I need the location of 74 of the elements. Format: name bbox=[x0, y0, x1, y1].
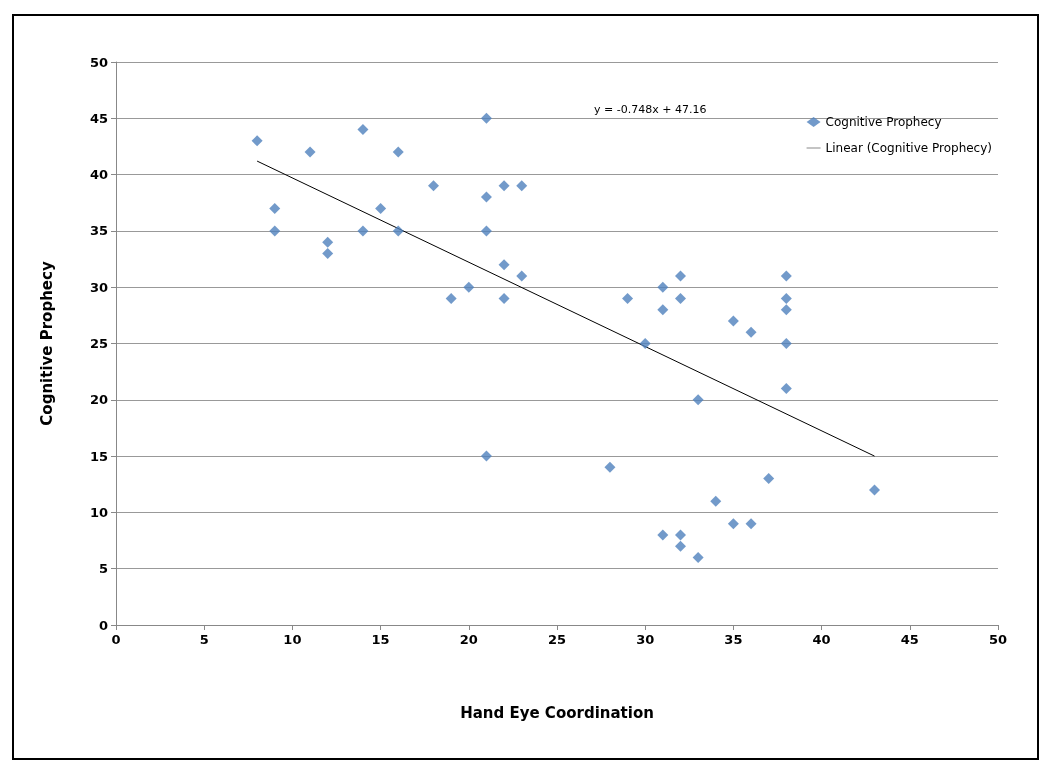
y-tick-label: 45 bbox=[89, 110, 108, 126]
point bbox=[480, 225, 492, 237]
point bbox=[445, 292, 457, 304]
y-tick-label: 5 bbox=[98, 561, 108, 577]
point bbox=[516, 180, 528, 192]
point bbox=[692, 394, 704, 406]
x-axis-title: Hand Eye Coordination bbox=[460, 703, 654, 722]
point bbox=[763, 473, 775, 485]
y-tick-label: 50 bbox=[89, 54, 108, 70]
point bbox=[516, 270, 528, 282]
point bbox=[480, 191, 492, 203]
point bbox=[674, 270, 686, 282]
point bbox=[780, 304, 792, 316]
point bbox=[674, 540, 686, 552]
point bbox=[392, 225, 404, 237]
point bbox=[727, 315, 739, 327]
y-tick-label: 35 bbox=[89, 223, 108, 239]
x-tick-label: 0 bbox=[111, 632, 121, 647]
point bbox=[745, 326, 757, 338]
y-tick-label: 10 bbox=[89, 504, 108, 520]
y-tick-label: 0 bbox=[98, 617, 108, 633]
y-tick-label: 30 bbox=[89, 279, 108, 295]
point bbox=[674, 529, 686, 541]
point bbox=[657, 281, 669, 293]
point bbox=[622, 292, 634, 304]
x-tick-label: 30 bbox=[636, 632, 655, 647]
x-tick-label: 15 bbox=[371, 632, 390, 647]
point bbox=[674, 292, 686, 304]
point bbox=[269, 202, 281, 214]
point bbox=[780, 270, 792, 282]
point bbox=[498, 292, 510, 304]
point bbox=[304, 146, 316, 158]
point bbox=[269, 225, 281, 237]
y-tick-label: 20 bbox=[89, 392, 108, 408]
point bbox=[375, 202, 387, 214]
y-tick-label: 40 bbox=[89, 167, 108, 183]
x-tick-label: 10 bbox=[283, 632, 302, 647]
point bbox=[322, 247, 334, 259]
point bbox=[657, 304, 669, 316]
point bbox=[480, 450, 492, 462]
point bbox=[357, 124, 369, 136]
point bbox=[463, 281, 475, 293]
x-tick-label: 50 bbox=[988, 632, 1008, 647]
point bbox=[657, 529, 669, 541]
point bbox=[498, 180, 510, 192]
legend-label: Cognitive Prophecy bbox=[825, 115, 942, 129]
point bbox=[639, 338, 651, 349]
x-tick-label: 40 bbox=[812, 632, 831, 647]
y-axis-title: Cognitive Prophecy bbox=[37, 261, 56, 426]
x-tick-label: 5 bbox=[199, 632, 209, 647]
point bbox=[604, 461, 616, 473]
legend-label: Linear (Cognitive Prophecy) bbox=[825, 141, 993, 155]
x-tick-label: 35 bbox=[724, 632, 743, 647]
point bbox=[780, 338, 792, 349]
x-tick-label: 25 bbox=[547, 632, 567, 647]
point bbox=[322, 236, 334, 248]
point bbox=[498, 259, 510, 271]
point bbox=[357, 225, 369, 237]
point bbox=[428, 180, 440, 192]
point bbox=[392, 146, 404, 158]
point bbox=[251, 135, 263, 147]
point bbox=[869, 484, 881, 496]
point bbox=[692, 551, 704, 563]
annotation: y = -0.748x + 47.16 bbox=[594, 103, 707, 116]
point bbox=[780, 292, 792, 304]
point bbox=[710, 495, 722, 507]
x-tick-label: 45 bbox=[900, 632, 919, 647]
point bbox=[480, 112, 492, 124]
point bbox=[780, 383, 792, 395]
y-tick-label: 25 bbox=[89, 336, 108, 351]
point bbox=[745, 518, 757, 530]
y-tick-label: 15 bbox=[89, 448, 108, 464]
point bbox=[727, 518, 739, 530]
x-tick-label: 20 bbox=[459, 632, 478, 647]
